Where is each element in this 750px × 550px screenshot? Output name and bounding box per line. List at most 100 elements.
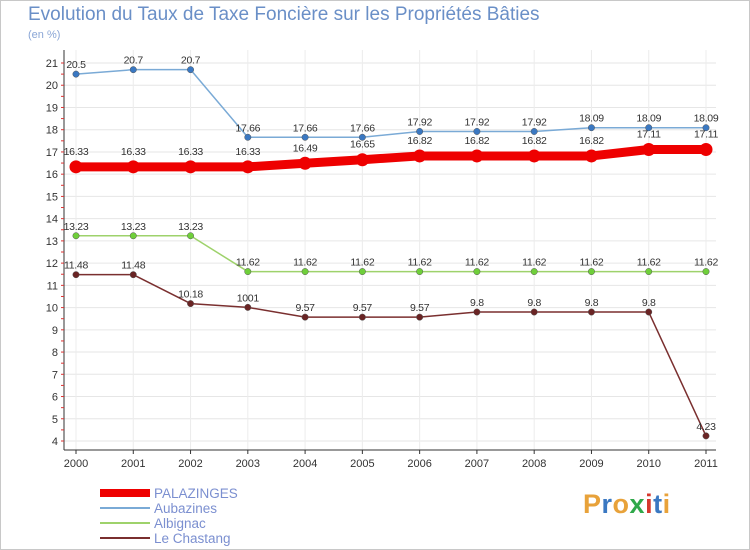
y-tick-label: 9 — [52, 325, 58, 337]
data-label-albignac: 11.62 — [465, 257, 489, 269]
y-tick-label: 18 — [46, 125, 58, 137]
series-albignac — [72, 232, 710, 276]
data-label-le-chastang: 9.8 — [585, 297, 599, 309]
data-point-palazinges — [699, 142, 713, 156]
data-point-aubazines — [301, 133, 309, 141]
y-tick-label: 14 — [46, 214, 58, 226]
data-label-le-chastang: 1001 — [237, 292, 260, 304]
data-point-le-chastang — [72, 271, 80, 279]
data-label-palazinges: 16.82 — [522, 135, 547, 147]
x-tick-label: 2011 — [694, 458, 718, 470]
data-point-aubazines — [358, 133, 366, 141]
y-tick-label: 8 — [52, 347, 58, 359]
data-label-albignac: 11.62 — [637, 257, 661, 269]
data-point-le-chastang — [588, 308, 595, 316]
y-tick-label: 19 — [46, 102, 58, 114]
data-label-palazinges: 17.11 — [694, 128, 718, 140]
data-label-albignac: 13.23 — [64, 221, 89, 233]
data-point-le-chastang — [244, 303, 252, 311]
data-point-le-chastang — [358, 313, 366, 321]
data-point-albignac — [588, 268, 595, 276]
data-label-aubazines: 20.7 — [124, 55, 144, 67]
y-tick-label: 6 — [52, 392, 58, 404]
data-label-palazinges: 16.82 — [407, 135, 432, 147]
legend-swatch — [100, 522, 150, 524]
data-label-le-chastang: 10.18 — [178, 289, 203, 301]
data-point-le-chastang — [129, 271, 137, 279]
logo-letter: o — [612, 489, 630, 519]
x-tick-label: 2007 — [465, 458, 489, 470]
data-label-palazinges: 17.11 — [637, 128, 661, 140]
data-label-albignac: 13.23 — [178, 221, 203, 233]
data-point-le-chastang — [473, 308, 481, 316]
data-label-aubazines: 17.66 — [235, 122, 260, 134]
series-aubazines — [72, 66, 710, 141]
data-point-albignac — [702, 268, 710, 276]
data-label-le-chastang: 9.8 — [642, 297, 656, 309]
y-tick-label: 4 — [52, 436, 58, 448]
data-point-palazinges — [584, 149, 598, 163]
data-point-palazinges — [642, 142, 656, 156]
data-point-albignac — [187, 232, 194, 240]
data-label-aubazines: 18.09 — [579, 113, 604, 125]
data-label-albignac: 11.62 — [408, 257, 432, 269]
data-point-albignac — [244, 268, 252, 276]
data-point-palazinges — [241, 160, 255, 174]
x-tick-label: 2006 — [407, 458, 431, 470]
data-point-albignac — [358, 268, 366, 276]
data-point-palazinges — [470, 149, 484, 163]
data-point-le-chastang — [301, 313, 309, 321]
data-label-albignac: 11.62 — [522, 257, 546, 269]
data-point-aubazines — [645, 124, 653, 132]
data-label-aubazines: 18.09 — [636, 113, 661, 125]
data-label-aubazines: 20.5 — [66, 59, 86, 71]
y-tick-label: 11 — [47, 280, 58, 292]
x-tick-label: 2003 — [236, 458, 260, 470]
legend-label: PALAZINGES — [154, 486, 238, 501]
data-label-le-chastang: 9.8 — [470, 297, 484, 309]
logo-letter: i — [662, 489, 671, 519]
data-point-aubazines — [244, 133, 252, 141]
y-tick-label: 17 — [46, 147, 58, 159]
data-point-le-chastang — [187, 300, 194, 308]
logo-letter: r — [601, 489, 613, 519]
y-tick-label: 20 — [46, 80, 58, 92]
x-tick-label: 2009 — [579, 458, 603, 470]
y-tick-label: 5 — [52, 414, 58, 426]
data-label-aubazines: 17.66 — [293, 122, 318, 134]
data-point-palazinges — [184, 160, 198, 174]
series-layer — [69, 66, 713, 440]
legend-swatch — [100, 537, 150, 539]
data-label-aubazines: 17.92 — [407, 116, 432, 128]
data-point-le-chastang — [702, 432, 710, 440]
series-palazinges — [69, 142, 713, 174]
y-tick-label: 12 — [46, 258, 58, 270]
data-label-albignac: 13.23 — [121, 221, 146, 233]
data-point-albignac — [473, 268, 481, 276]
data-label-aubazines: 17.92 — [522, 116, 547, 128]
data-label-le-chastang: 9.57 — [295, 302, 315, 314]
data-label-palazinges: 16.65 — [350, 139, 375, 151]
chart-title: Evolution du Taux de Taxe Foncière sur l… — [28, 4, 540, 25]
logo-letter: P — [583, 489, 602, 519]
data-label-palazinges: 16.33 — [121, 146, 146, 158]
data-point-palazinges — [355, 153, 369, 167]
x-tick-label: 2010 — [636, 458, 660, 470]
data-point-palazinges — [126, 160, 140, 174]
data-point-albignac — [530, 268, 538, 276]
data-label-palazinges: 16.82 — [465, 135, 490, 147]
data-point-le-chastang — [416, 313, 424, 321]
logo-letter: t — [653, 489, 663, 519]
data-point-albignac — [301, 268, 309, 276]
x-tick-label: 2001 — [121, 458, 145, 470]
data-label-le-chastang: 9.57 — [353, 302, 373, 314]
x-tick-label: 2002 — [178, 458, 202, 470]
data-label-palazinges: 16.49 — [293, 142, 318, 154]
data-point-palazinges — [69, 160, 83, 174]
x-tick-label: 2008 — [522, 458, 546, 470]
data-label-aubazines: 18.09 — [694, 113, 719, 125]
data-label-le-chastang: 4.23 — [696, 421, 716, 433]
data-point-palazinges — [527, 149, 541, 163]
data-label-le-chastang: 9.8 — [527, 297, 541, 309]
